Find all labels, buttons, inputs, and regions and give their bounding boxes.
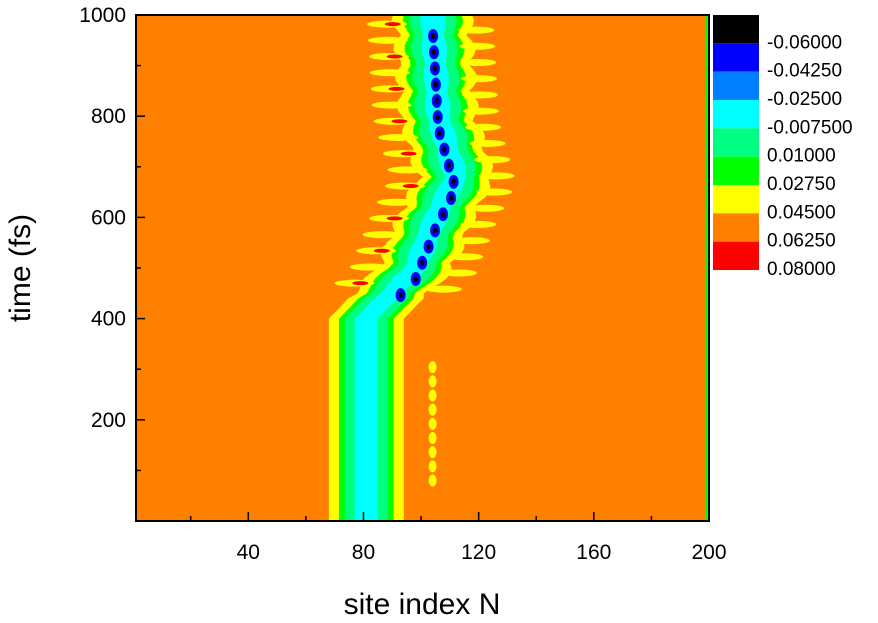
contour-band-3 <box>354 15 466 521</box>
contour-core-dark <box>433 227 438 234</box>
x-tick-label: 160 <box>576 541 611 564</box>
x-axis-title: site index N <box>344 588 501 621</box>
contour-stripe-right <box>474 156 511 164</box>
contour-peak <box>386 54 403 59</box>
contour-stripe-right <box>462 107 499 115</box>
contour-stripe-right <box>460 58 497 66</box>
contour-stripe-right <box>476 188 513 196</box>
contour-core-dark <box>446 162 451 169</box>
legend-label: -0.06000 <box>767 32 842 53</box>
legend-label: -0.02500 <box>767 89 842 110</box>
contour-stripe-right <box>469 139 506 147</box>
contour-stripe-left <box>378 133 419 141</box>
contour-dot <box>428 460 437 473</box>
legend-swatch <box>713 213 759 242</box>
contour-dot <box>428 389 437 402</box>
legend-label: 0.01000 <box>767 146 836 167</box>
contour-peak <box>373 248 390 253</box>
contour-stripe-right <box>453 237 490 245</box>
x-tick-label: 120 <box>461 541 496 564</box>
contour-core-dark <box>432 49 437 56</box>
contour-core-dark <box>437 130 442 137</box>
contour-core-dark <box>431 33 436 40</box>
legend-swatch <box>713 241 759 270</box>
y-tick-label: 800 <box>91 105 126 128</box>
contour-dot <box>428 361 437 374</box>
contour-peak <box>391 119 408 124</box>
x-tick-label: 200 <box>691 541 726 564</box>
y-axis: 200 400 600 800 1000 <box>79 4 145 472</box>
contour-stripe-right <box>464 123 501 131</box>
contour-stripe-right <box>458 26 495 34</box>
color-legend: -0.06000 -0.04250 -0.02500 -0.007500 0.01000… <box>713 15 853 280</box>
contour-core-dark <box>434 97 439 104</box>
contour-core-dark <box>420 259 425 266</box>
contour-core-dark <box>433 81 438 88</box>
contour-stripe-left <box>371 101 412 109</box>
contour-dot <box>428 432 437 445</box>
contour-dot <box>428 403 437 416</box>
contour-peak <box>388 86 405 91</box>
legend-swatch <box>713 185 759 214</box>
legend-label: 0.04500 <box>767 202 836 223</box>
contour-stripe-right <box>468 204 505 212</box>
contour-core-dark <box>432 65 437 72</box>
contour-peak <box>386 216 403 221</box>
contour-dot <box>428 417 437 430</box>
contour-core-dark <box>442 146 447 153</box>
legend-swatch <box>713 15 759 44</box>
contour-edge <box>706 15 709 521</box>
contour-core-dark <box>451 178 456 185</box>
contour-peak <box>402 184 419 189</box>
contour-stripe-left <box>376 198 417 206</box>
contour-stripe-right <box>459 42 496 50</box>
x-axis: 40 80 120 160 200 <box>189 512 727 564</box>
contour-stripe-left <box>362 231 403 239</box>
contour-stripe-left <box>349 263 390 271</box>
plot-area <box>136 15 709 521</box>
legend-label: 0.08000 <box>767 259 836 280</box>
legend-label: 0.06250 <box>767 231 836 252</box>
contour-core-dark <box>398 292 403 299</box>
y-axis-title: time (fs) <box>4 214 37 322</box>
contour-core-dark <box>426 243 431 250</box>
legend-label: -0.007500 <box>767 117 853 138</box>
legend-swatch <box>713 156 759 185</box>
y-tick-label: 600 <box>91 206 126 229</box>
contour-dot <box>428 446 437 459</box>
x-tick-label: 80 <box>352 541 375 564</box>
contour-stripe-right <box>425 285 462 293</box>
contour-stripe-left <box>367 36 408 44</box>
contour-core-dark <box>449 195 454 202</box>
contour-peak <box>400 151 417 156</box>
contour-peak <box>384 22 401 27</box>
contour-stripe-right <box>440 269 477 277</box>
legend-label: -0.04250 <box>767 61 842 82</box>
contour-core-dark <box>435 114 440 121</box>
contour-stripe-right <box>461 75 498 83</box>
contour-stripe-left <box>369 69 410 77</box>
legend-swatch <box>713 128 759 157</box>
legend-swatch <box>713 71 759 100</box>
contour-stripe-right <box>461 91 498 99</box>
legend-swatch <box>713 43 759 72</box>
contour-stripe-right <box>460 220 497 228</box>
y-tick-label: 400 <box>91 308 126 331</box>
y-tick-label: 1000 <box>79 4 126 27</box>
contour-stripe-right <box>447 253 484 261</box>
contour-peak <box>352 281 369 286</box>
contour-dot <box>428 474 437 487</box>
legend-label: 0.02750 <box>767 174 836 195</box>
contour-dot <box>428 375 437 388</box>
y-tick-label: 200 <box>91 409 126 432</box>
contour-stripe-right <box>478 172 515 180</box>
contour-core-dark <box>413 275 418 282</box>
contour-stripe-left <box>387 166 428 174</box>
contour-core-dark <box>441 211 446 218</box>
x-tick-label: 40 <box>237 541 260 564</box>
legend-swatch <box>713 100 759 129</box>
